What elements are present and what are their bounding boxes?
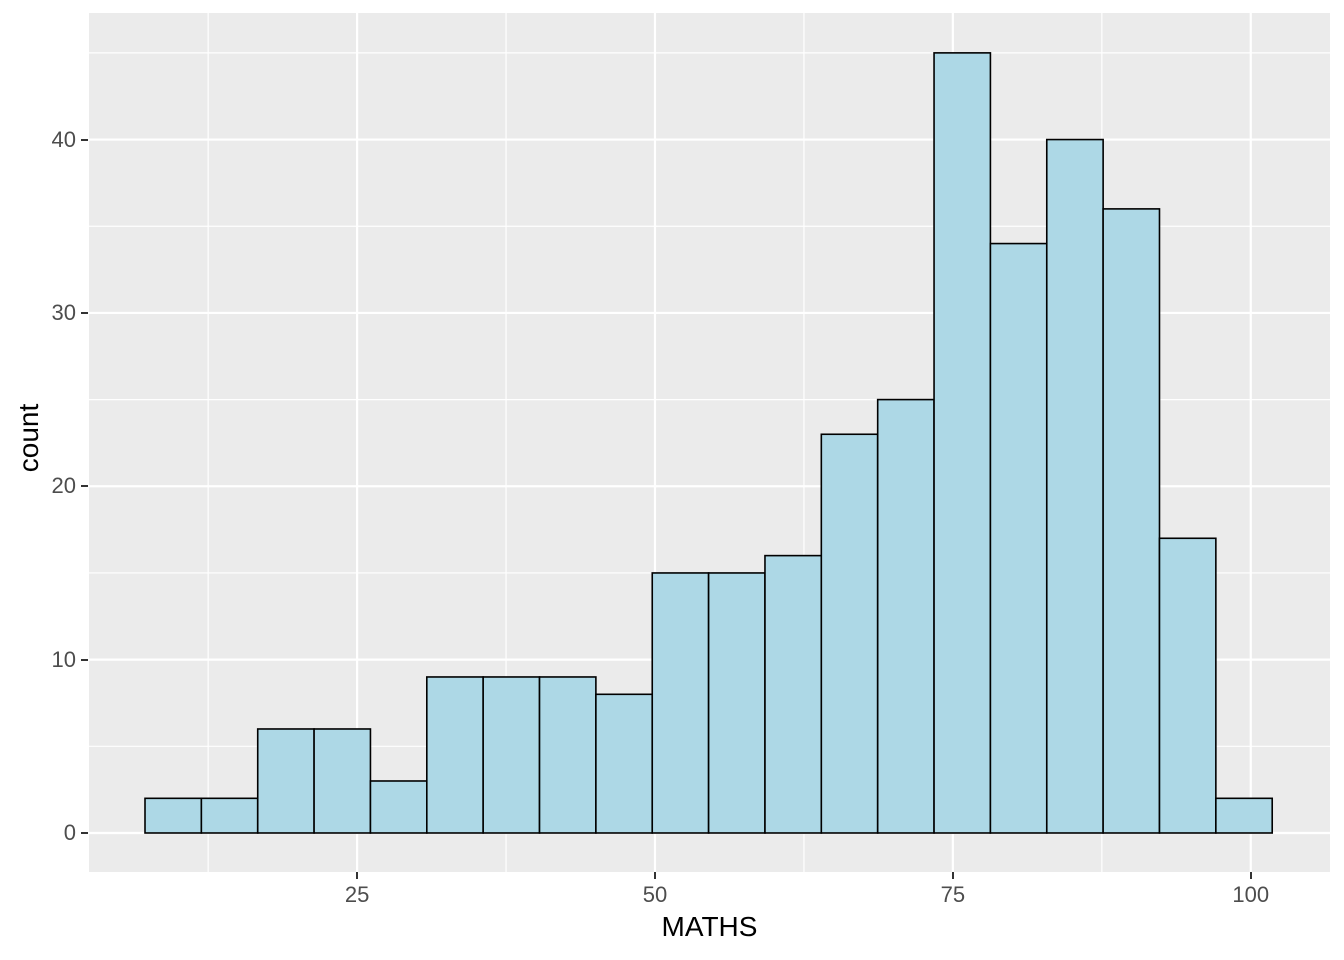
histogram-bar <box>369 780 428 834</box>
histogram-bar <box>1045 138 1104 834</box>
x-tick-label: 50 <box>642 882 668 907</box>
histogram-bar <box>820 433 879 834</box>
y-tick-label: 30 <box>51 299 76 325</box>
histogram-bar <box>651 572 710 834</box>
chart-canvas <box>89 13 1330 872</box>
x-tick-mark <box>951 872 954 879</box>
x-tick-mark <box>653 872 656 879</box>
y-tick-mark <box>81 138 88 141</box>
y-tick-label: 40 <box>51 126 76 152</box>
histogram-bar <box>595 693 654 834</box>
y-axis-title: count <box>13 403 44 473</box>
histogram-bar <box>707 572 766 834</box>
histogram-bar <box>989 242 1048 834</box>
histogram-bar <box>1102 208 1161 834</box>
histogram-bar <box>426 676 484 834</box>
y-tick-mark <box>81 831 88 834</box>
histogram-bar <box>538 676 597 834</box>
x-tick-label: 75 <box>940 882 966 907</box>
y-tick-label: 10 <box>51 646 76 672</box>
histogram-bar <box>482 676 541 834</box>
y-tick-label: 20 <box>51 473 76 499</box>
plot-panel <box>89 13 1330 872</box>
histogram-bar <box>1158 537 1217 834</box>
x-tick-label: 25 <box>344 882 370 907</box>
histogram-bar <box>876 398 935 834</box>
histogram-bar <box>313 728 372 834</box>
x-tick-mark <box>1249 872 1252 879</box>
y-tick-mark <box>81 485 88 488</box>
x-axis-title: MATHS <box>661 911 758 942</box>
histogram-bar <box>200 797 259 834</box>
histogram-bar <box>764 554 823 834</box>
x-tick-mark <box>356 872 359 879</box>
histogram-bar <box>256 728 315 834</box>
histogram-bar <box>933 52 992 834</box>
histogram-bar <box>144 797 203 834</box>
y-tick-mark <box>81 311 88 314</box>
y-tick-mark <box>81 658 88 661</box>
x-tick-label: 100 <box>1232 882 1270 907</box>
histogram-bar <box>1215 797 1274 834</box>
y-tick-label: 0 <box>63 819 76 845</box>
